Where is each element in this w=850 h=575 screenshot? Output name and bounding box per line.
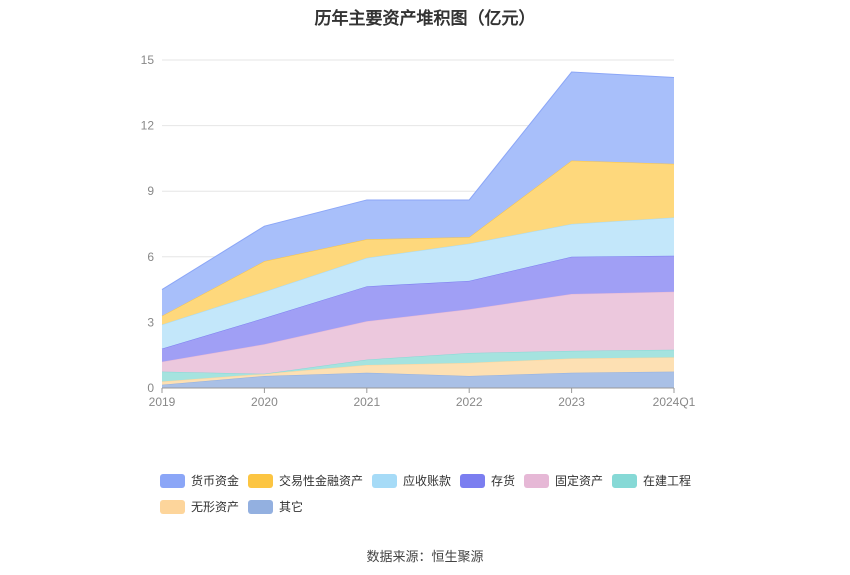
- legend-label: 货币资金: [191, 474, 240, 488]
- y-tick-label: 3: [147, 315, 154, 329]
- x-tick-label: 2022: [456, 395, 483, 409]
- y-tick-label: 12: [141, 119, 155, 133]
- legend-label: 其它: [279, 500, 304, 514]
- y-tick-label: 6: [147, 250, 154, 264]
- area-存货: [162, 255, 674, 362]
- legend-label: 固定资产: [555, 474, 604, 488]
- legend-swatch: [248, 499, 273, 514]
- legend-item-receivables[interactable]: 应收账款: [372, 472, 451, 489]
- legend-item-other[interactable]: 其它: [248, 498, 303, 515]
- legend-swatch: [612, 473, 637, 488]
- legend-item-cash[interactable]: 货币资金: [160, 472, 239, 489]
- area-固定资产: [162, 291, 674, 374]
- legend-item-trading-assets[interactable]: 交易性金融资产: [248, 472, 363, 489]
- legend-label: 应收账款: [403, 474, 452, 488]
- x-tick-label: 2021: [353, 395, 380, 409]
- x-tick-label: 2024Q1: [653, 395, 696, 409]
- x-tick-label: 2020: [251, 395, 278, 409]
- legend-swatch: [372, 473, 397, 488]
- legend-label: 存货: [491, 474, 516, 488]
- legend-label: 无形资产: [191, 500, 240, 514]
- legend-item-construction[interactable]: 在建工程: [612, 472, 691, 489]
- area-无形资产: [162, 357, 674, 385]
- legend-swatch: [460, 473, 485, 488]
- legend-item-fixed-assets[interactable]: 固定资产: [524, 472, 603, 489]
- legend-item-inventory[interactable]: 存货: [460, 472, 515, 489]
- legend-swatch: [160, 473, 185, 488]
- area-货币资金: [162, 72, 674, 316]
- legend-label: 在建工程: [643, 474, 692, 488]
- area-交易性金融资产: [162, 160, 674, 325]
- legend-swatch: [524, 473, 549, 488]
- legend-item-intangibles[interactable]: 无形资产: [160, 498, 239, 515]
- area-在建工程: [162, 349, 674, 382]
- legend-label: 交易性金融资产: [279, 474, 364, 488]
- data-source: 数据来源：恒生聚源: [366, 549, 484, 564]
- chart-title: 历年主要资产堆积图（亿元）: [314, 9, 536, 28]
- area-应收账款: [162, 217, 674, 349]
- area-其它: [162, 371, 674, 388]
- legend-swatch: [248, 473, 273, 488]
- legend-swatch: [160, 499, 185, 514]
- y-tick-label: 0: [147, 381, 154, 395]
- area-edge-货币资金: [161, 71, 675, 291]
- x-tick-label: 2019: [149, 395, 176, 409]
- y-tick-label: 9: [147, 184, 154, 198]
- x-tick-label: 2023: [558, 395, 585, 409]
- y-tick-label: 15: [141, 53, 155, 67]
- stacked-area-chart: 0 3 6 9 12 15 2019 2020 2021 2022 2023 2024Q1: [141, 53, 696, 409]
